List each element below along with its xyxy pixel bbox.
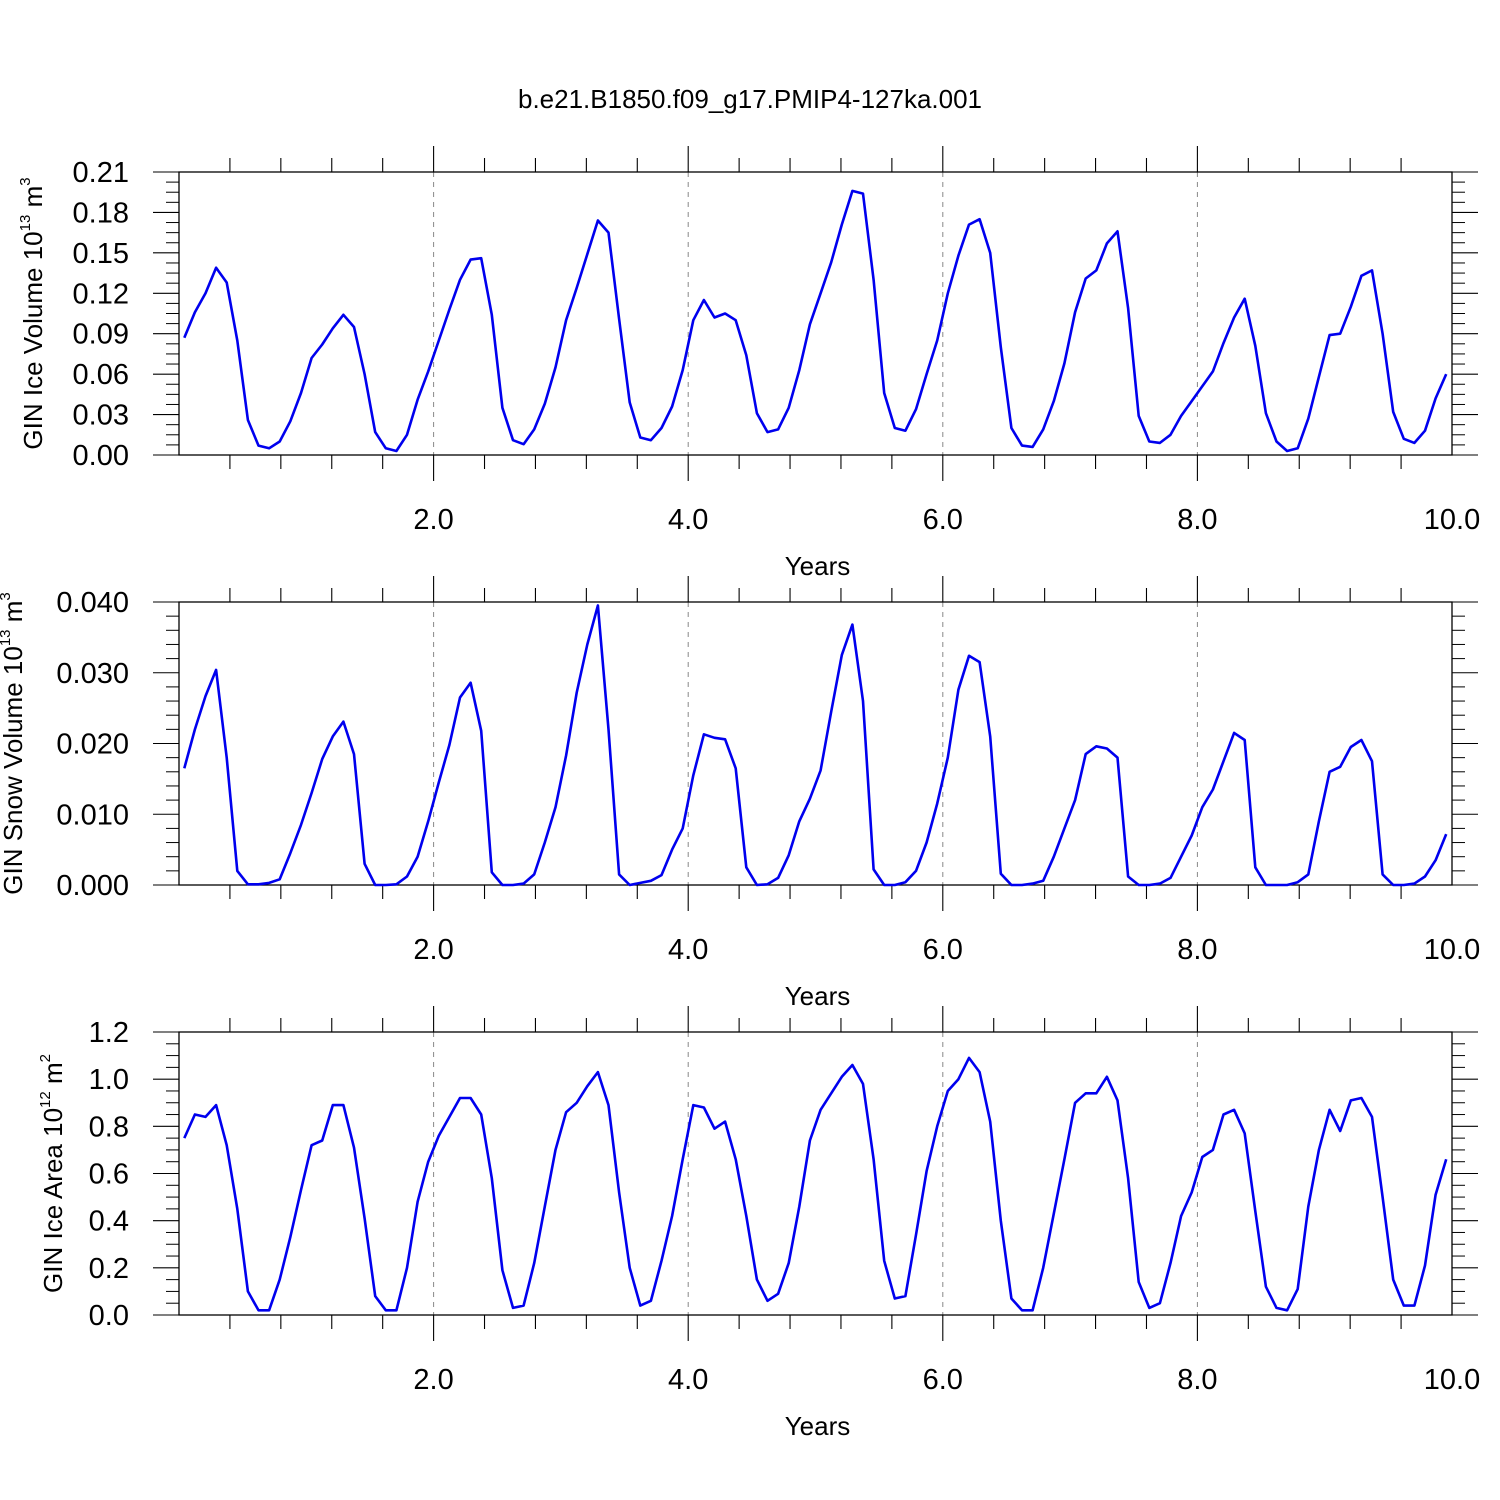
x-tick-label: 6.0 [923,504,963,536]
y-axis-label-unit-exp: 3 [17,177,34,185]
x-tick-label: 8.0 [1177,934,1217,966]
plot-frame [178,601,1453,886]
x-axis-label: Years [785,1411,851,1441]
y-tick-label: 0.8 [89,1111,129,1143]
y-axis-label-unit: m [38,1062,68,1091]
x-axis-label: Years [785,551,851,581]
y-axis-label-base: GIN Ice Volume 10 [18,231,48,449]
panel-2: 2.0 4.0 6.0 8.0 10.0 Years 0.000 0.010 0.020 0.03… [0,576,1480,1011]
x-tick-label: 4.0 [668,1364,708,1396]
y-tick-label: 1.2 [89,1017,129,1049]
figure-title: b.e21.B1850.f09_g17.PMIP4-127ka.001 [518,84,982,114]
y-tick-label: 0.18 [73,197,129,229]
y-axis-label: GIN Snow Volume 1013 m3 [0,592,28,895]
y-axis-label: GIN Ice Volume 1013 m3 [17,177,48,449]
x-tick-label: 6.0 [923,1364,963,1396]
y-axis-label-unit: m [18,186,48,215]
y-axis-label-unit: m [0,601,28,630]
y-tick-label: 0.010 [56,799,129,831]
x-tick-label: 6.0 [923,934,963,966]
y-axis-label-unit-exp: 2 [37,1054,54,1062]
series-line [183,604,1448,887]
y-tick-label: 0.21 [73,157,129,189]
x-tick-label: 8.0 [1177,504,1217,536]
y-tick-label: 0.030 [56,658,129,690]
x-tick-label: 8.0 [1177,1364,1217,1396]
y-tick-label: 0.2 [89,1253,129,1285]
y-tick-label: 0.09 [73,319,129,351]
panels: 2.0 4.0 6.0 8.0 10.0Years0.000.030.060.090.1… [0,146,1480,1441]
y-axis-label-exp: 13 [17,215,34,232]
y-tick-label: 1.0 [89,1064,129,1096]
y-axis-label-base: GIN Ice Area 10 [38,1108,68,1293]
plot-frame [178,171,1453,456]
y-tick-label: 0.000 [56,870,129,902]
x-tick-label: 2.0 [413,934,453,966]
x-tick-label: 10.0 [1424,934,1480,966]
x-tick-label: 10.0 [1424,504,1480,536]
y-axis-label-exp: 13 [0,629,14,646]
x-tick-label: 10.0 [1424,1364,1480,1396]
y-tick-label: 0.03 [73,400,129,432]
y-tick-label: 0.00 [73,440,129,472]
x-axis-label: Years [785,981,851,1011]
panel-1: 2.0 4.0 6.0 8.0 10.0 Years 0.00 0.03 0.06 0.09 0.1… [17,146,1480,581]
x-tick-label: 2.0 [413,1364,453,1396]
y-tick-label: 0.020 [56,729,129,761]
y-tick-label: 0.4 [89,1206,129,1238]
series-line [183,1056,1448,1312]
x-tick-label: 2.0 [413,504,453,536]
y-tick-label: 0.6 [89,1159,129,1191]
plot-frame [178,1031,1453,1316]
y-axis-label-unit-exp: 3 [0,592,14,600]
series-line [183,189,1448,453]
y-tick-label: 0.040 [56,587,129,619]
y-tick-label: 0.12 [73,278,129,310]
y-axis-label-base: GIN Snow Volume 10 [0,646,28,895]
y-tick-label: 0.0 [89,1300,129,1332]
y-tick-label: 0.15 [73,238,129,270]
x-tick-label: 4.0 [668,504,708,536]
y-tick-label: 0.06 [73,359,129,391]
panel-3: 2.0 4.0 6.0 8.0 10.0 Years 0.0 0.2 0.4 0.6 0.8 1.0 1… [37,1006,1480,1441]
y-axis-label: GIN Ice Area 1012 m2 [37,1054,68,1293]
x-tick-label: 4.0 [668,934,708,966]
y-axis-label-exp: 12 [37,1091,54,1108]
